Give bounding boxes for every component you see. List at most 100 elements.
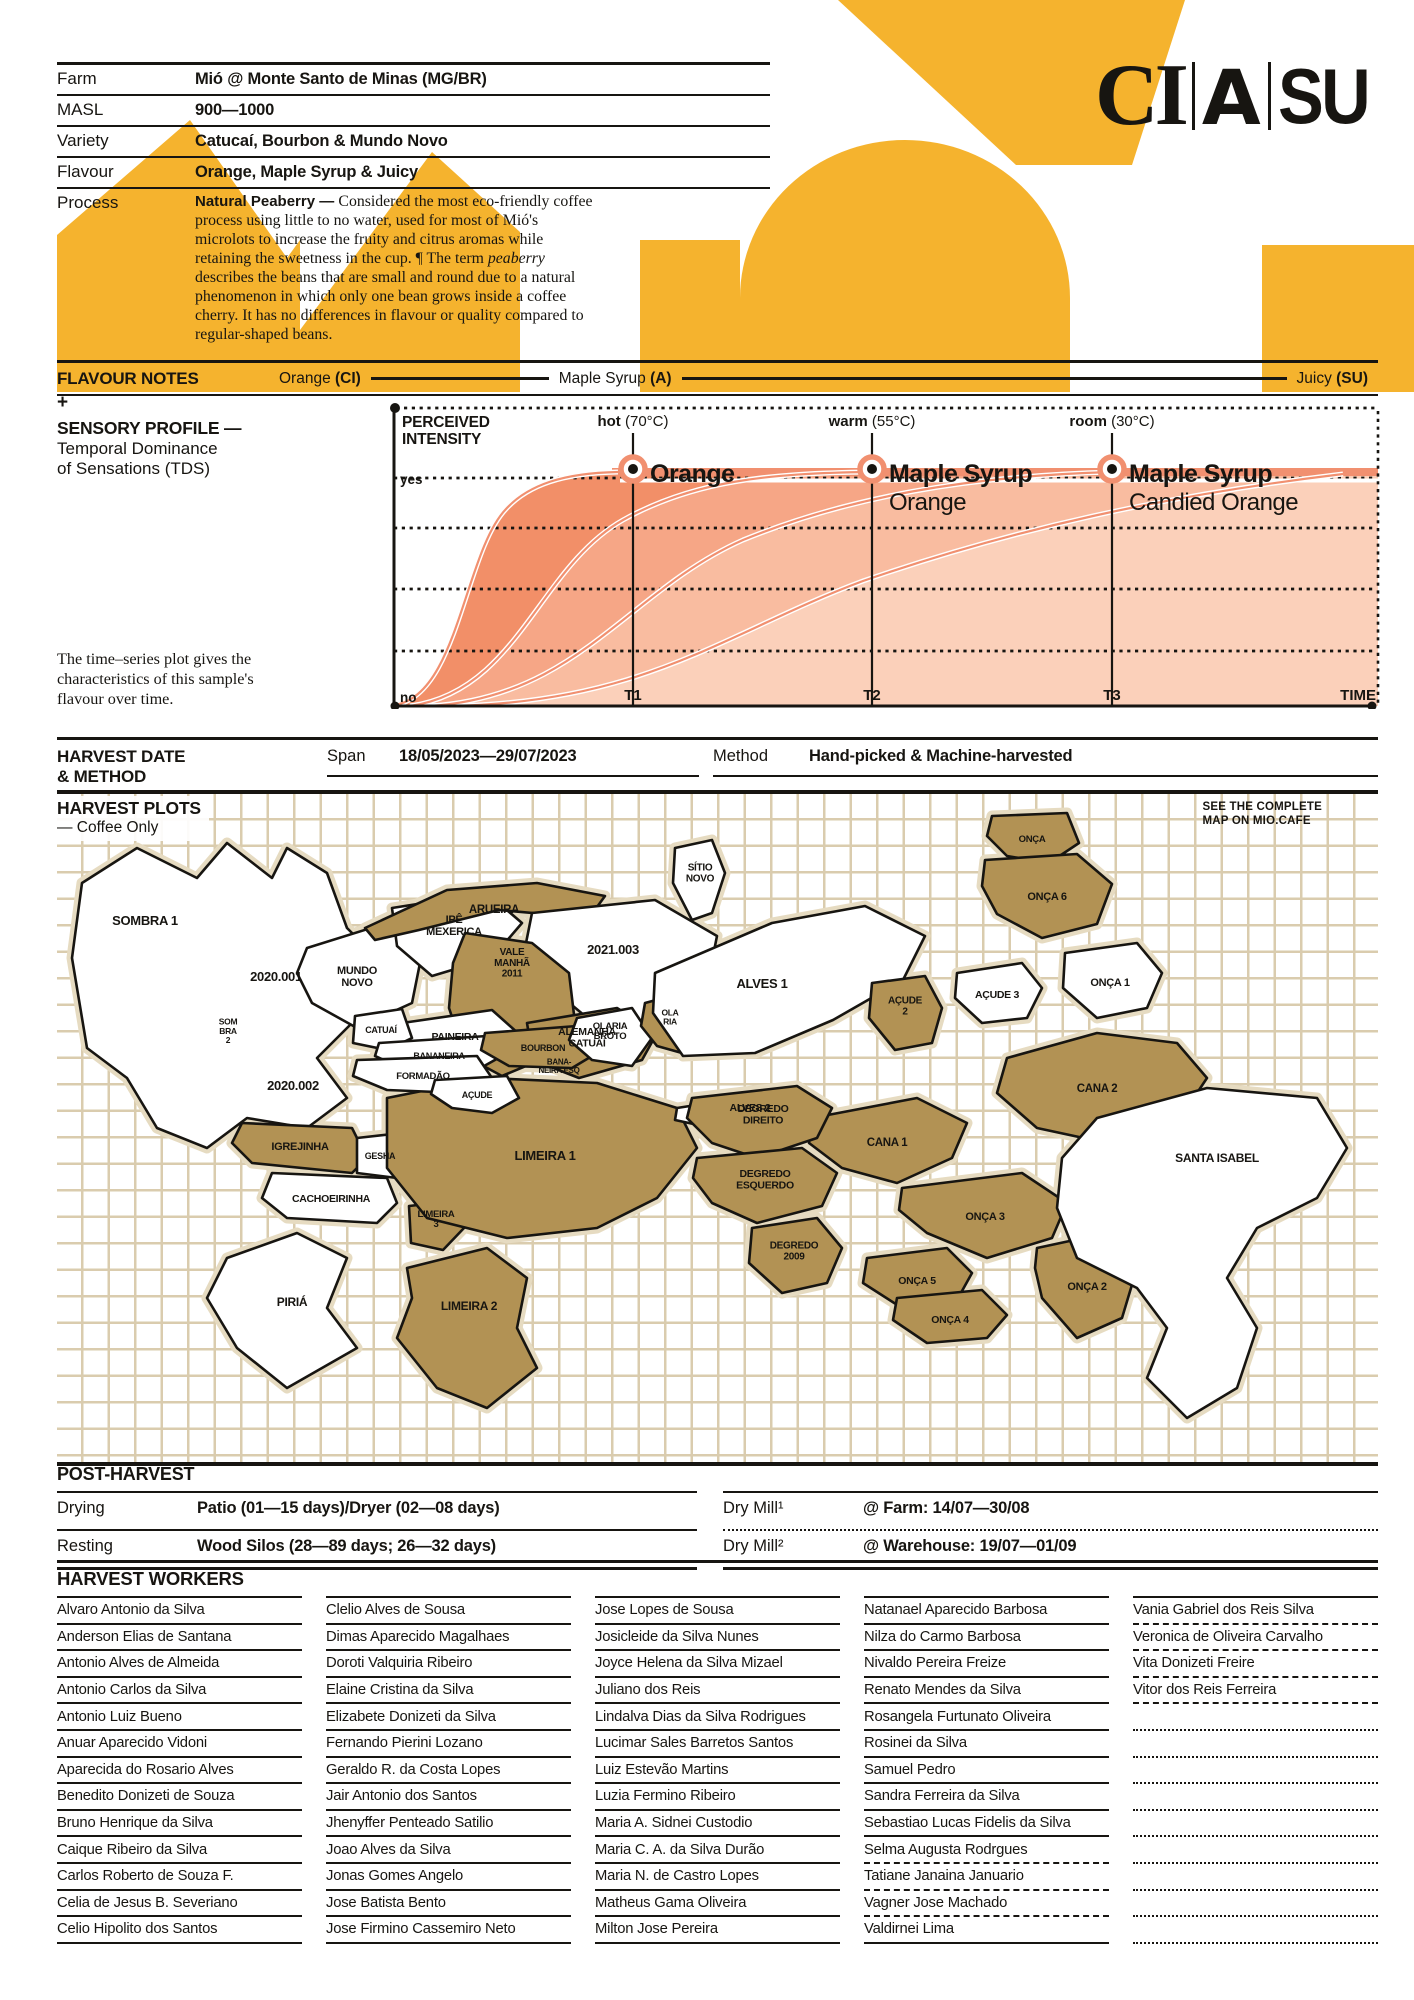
worker-name: Renato Mendes da Silva [864, 1682, 1021, 1699]
worker-row-empty [1133, 1758, 1378, 1785]
worker-row: Antonio Alves de Almeida [57, 1651, 302, 1678]
flavour-notes-bar: FLAVOUR NOTES Orange (CI) Maple Syrup (A)… [57, 360, 1378, 396]
worker-name: Luzia Fermino Ribeiro [595, 1788, 736, 1805]
map-plot-sitio_novo [671, 838, 727, 922]
tds-chart: PERCEIVED INTENSITY yes no hot (70°C) wa… [390, 403, 1380, 711]
worker-row-empty [1133, 1917, 1378, 1944]
temp-label-hot: hot (70°C) [597, 413, 668, 430]
map-subtitle: — Coffee Only [57, 819, 159, 836]
workers-column: Alvaro Antonio da Silva Anderson Elias de… [57, 1596, 302, 1944]
worker-row: Jhenyffer Penteado Satilio [326, 1811, 571, 1838]
map-plot-label-paineira: PAINEIRA [432, 1031, 480, 1043]
worker-name: Maria C. A. da Silva Durão [595, 1841, 765, 1858]
post-harvest-value: @ Warehouse: 19/07—01/09 [863, 1537, 1077, 1555]
plots-map-svg: SOMBRA 1 2020.001 SOM BRA 2 2020.002 IGREJINHA… [66, 807, 1353, 1424]
method-label: Method [713, 747, 769, 765]
map-plot-deg_dir [685, 1084, 834, 1160]
worker-row: Clelio Alves de Sousa [326, 1598, 571, 1625]
worker-name: Jair Antonio dos Santos [326, 1788, 477, 1805]
map-plot-cana1 [807, 1096, 969, 1185]
worker-row: Sebastiao Lucas Fidelis da Silva [864, 1811, 1109, 1838]
process-text-part: describes the beans that are small and r… [195, 268, 584, 343]
map-plot-label-olaria_broto: OLARIA BROTO [593, 1021, 628, 1042]
worker-name: Doroti Valquiria Ribeiro [326, 1655, 473, 1672]
worker-name: Sebastiao Lucas Fidelis da Silva [864, 1815, 1071, 1832]
sensory-profile-heading: + SENSORY PROFILE — Temporal Dominance o… [57, 393, 307, 479]
worker-name: Josicleide da Silva Nunes [595, 1628, 759, 1645]
worker-row: Samuel Pedro [864, 1758, 1109, 1785]
post-harvest-label: Dry Mill¹ [723, 1499, 784, 1517]
worker-row: Vagner Jose Machado [864, 1891, 1109, 1918]
map-plot-label-acude3: AÇUDE 3 [975, 989, 1019, 1001]
map-plot-deg2009 [747, 1216, 844, 1295]
worker-name: Bruno Henrique da Silva [57, 1815, 213, 1832]
flavour-label-t3: Maple Syrup [1129, 460, 1272, 488]
meta-label: MASL [57, 100, 104, 119]
marker-t3 [1097, 454, 1127, 484]
chart-caption: The time–series plot gives the character… [57, 650, 254, 708]
map-plot-acude [429, 1074, 521, 1115]
worker-row: Natanael Aparecido Barbosa [864, 1598, 1109, 1625]
map-plot-label-vale: VALE MANHÃ 2011 [494, 947, 530, 980]
map-plot-label-onca4: ONÇA 4 [931, 1314, 969, 1326]
plus-icon: + [57, 392, 69, 413]
x-tick-t3: T3 [1103, 687, 1121, 704]
worker-row: Matheus Gama Oliveira [595, 1891, 840, 1918]
worker-name: Dimas Aparecido Magalhaes [326, 1628, 510, 1645]
map-plot-santa_isabel [1055, 1086, 1349, 1420]
worker-row: Anderson Elias de Santana [57, 1625, 302, 1652]
flavour-sublabel-t2: Orange [889, 489, 966, 516]
marker-t1 [618, 454, 648, 484]
worker-name: Jose Batista Bento [326, 1894, 446, 1911]
map-plot-label-alemanha: ALEMANHA CATUAÍ [558, 1026, 616, 1049]
flavour-note: Orange (CI) [279, 369, 361, 387]
worker-row: Joyce Helena da Silva Mizael [595, 1651, 840, 1678]
worker-name: Fernando Pierini Lozano [326, 1735, 483, 1752]
worker-row: Bruno Henrique da Silva [57, 1811, 302, 1838]
map-plot-label-acude2: AÇUDE 2 [888, 996, 923, 1018]
workers-title: HARVEST WORKERS [57, 1568, 244, 1589]
y-axis-label-2: INTENSITY [402, 431, 482, 448]
worker-row: Benedito Donizeti de Souza [57, 1784, 302, 1811]
worker-name: Joyce Helena da Silva Mizael [595, 1655, 783, 1672]
worker-name: Lucimar Sales Barretos Santos [595, 1735, 794, 1752]
flavour-note: Maple Syrup (A) [558, 369, 672, 387]
map-plot-deg_esq [691, 1146, 839, 1225]
process-text-part: Considered the most eco-friendly coffee … [195, 193, 593, 267]
meta-label: Farm [57, 69, 97, 88]
map-plot-label-cana1: CANA 1 [867, 1137, 908, 1149]
worker-name: Luiz Estevão Martins [595, 1761, 729, 1778]
map-note-line2: MAP ON [1202, 815, 1253, 828]
worker-row: Milton Jose Pereira [595, 1917, 840, 1944]
worker-row: Veronica de Oliveira Carvalho [1133, 1625, 1378, 1652]
worker-name: Alvaro Antonio da Silva [57, 1602, 205, 1619]
map-plot-label-olaria: OLA RIA [661, 1007, 678, 1026]
post-harvest-label: Dry Mill² [723, 1537, 784, 1555]
process-text-part: Natural Peaberry — [195, 193, 339, 210]
map-plot-label-p2020_001: 2020.001 [250, 969, 302, 984]
x-tick-time: TIME [1340, 687, 1376, 704]
workers-column: Jose Lopes de Sousa Josicleide da Silva N… [595, 1596, 840, 1944]
worker-row-empty [1133, 1837, 1378, 1864]
map-plot-label-onca6: ONÇA 6 [1027, 891, 1067, 903]
meta-value: Mió @ Monte Santo de Minas (MG/BR) [195, 70, 487, 88]
worker-name: Antonio Luiz Bueno [57, 1708, 182, 1725]
map-plot-onca1 [1061, 941, 1164, 1020]
map-plot-piria [205, 1231, 359, 1390]
worker-row: Sandra Ferreira da Silva [864, 1784, 1109, 1811]
map-plot-label-deg2009: DEGREDO 2009 [770, 1241, 819, 1263]
worker-row: Tatiane Janaina Januario [864, 1864, 1109, 1891]
map-plot-label-deg_esq: DEGREDO ESQUERDO [736, 1168, 794, 1191]
worker-row: Celia de Jesus B. Severiano [57, 1891, 302, 1918]
post-harvest-row: Drying Patio (01—15 days)/Dryer (02—08 da… [57, 1493, 697, 1529]
worker-row: Doroti Valquiria Ribeiro [326, 1651, 571, 1678]
worker-name: Carlos Roberto de Souza F. [57, 1868, 234, 1885]
worker-name: Elaine Cristina da Silva [326, 1682, 474, 1699]
sensory-subtitle-1: Temporal Dominance [57, 439, 218, 458]
worker-row: Maria C. A. da Silva Durão [595, 1837, 840, 1864]
flavour-note-code: (A) [650, 369, 672, 387]
worker-row: Geraldo R. da Costa Lopes [326, 1758, 571, 1785]
map-note-site: MIO.CAFE [1252, 815, 1311, 828]
worker-row: Fernando Pierini Lozano [326, 1731, 571, 1758]
logo-su: SU [1277, 52, 1371, 140]
